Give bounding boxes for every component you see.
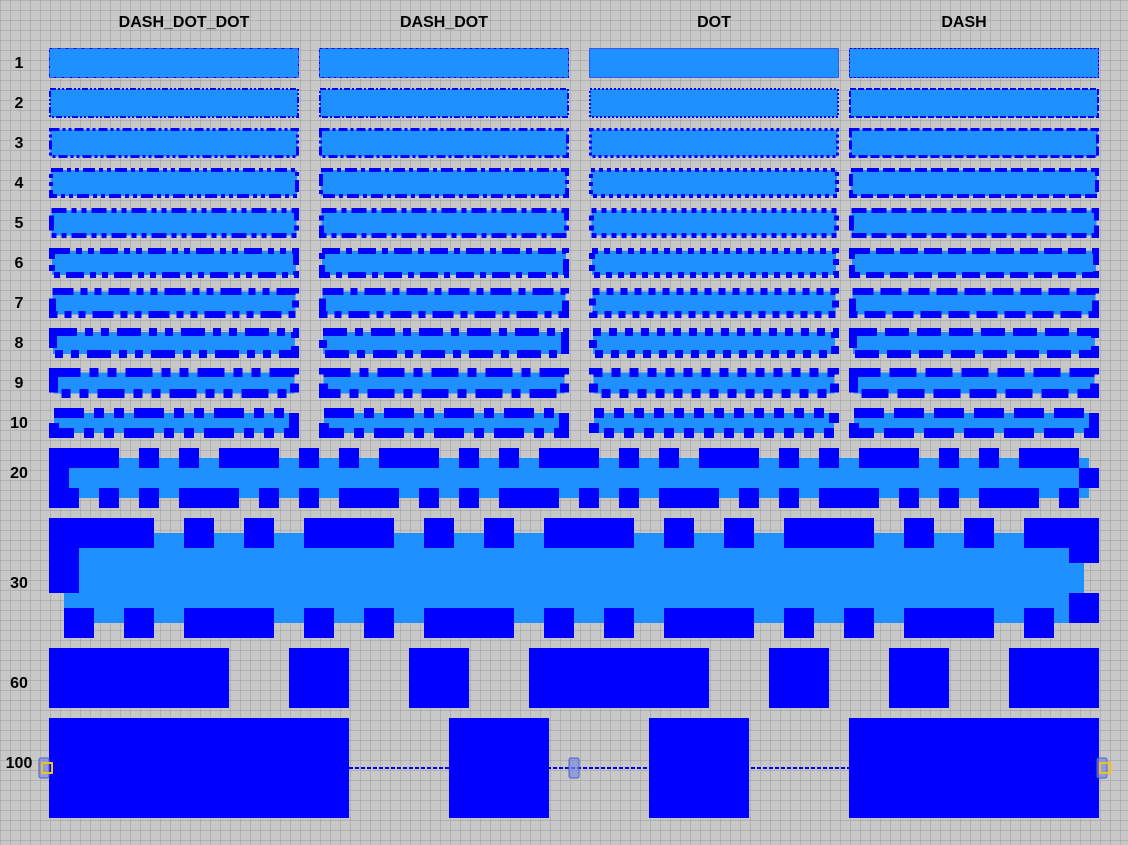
line-sample-dot-w1	[589, 48, 839, 78]
row-label-20: 20	[10, 465, 28, 482]
line-dash-segment-w100	[49, 718, 349, 818]
line-dash-segment-w100	[449, 718, 549, 818]
line-sample-dash-w3	[849, 128, 1099, 158]
row-label-1: 1	[14, 55, 24, 72]
line-sample-dot-w5	[589, 208, 839, 238]
row-label-60: 60	[10, 675, 28, 692]
line-sample-dash-w2	[849, 88, 1099, 118]
col-header-dash-dot-dot: DASH_DOT_DOT	[118, 14, 250, 31]
line-sample-dash-dot-w9	[319, 368, 569, 398]
line-sample-dash-dot-w8	[319, 328, 569, 358]
col-header-dot: DOT	[697, 14, 731, 31]
line-sample-dot-w4	[589, 168, 839, 198]
line-dash-segment-w60	[289, 648, 349, 708]
line-sample-dash-dot-w10	[319, 408, 569, 438]
line-start-handle-marker[interactable]	[41, 762, 53, 774]
line-sample-dash-dot-dot-w10	[49, 408, 299, 438]
line-sample-dash-dot-dot-w1	[49, 48, 299, 78]
line-sample-dash-dot-dot-w6	[49, 248, 299, 278]
line-sample-dot-w7	[589, 288, 839, 318]
line-sample-dash-dot-dot-w7	[49, 288, 299, 318]
line-sample-dash-dot-w1	[319, 48, 569, 78]
row-label-4: 4	[14, 175, 24, 192]
col-header-dash: DASH	[941, 14, 987, 31]
line-dash-segment-w100	[649, 718, 749, 818]
line-sample-band-w20	[49, 448, 1099, 508]
row-label-6: 6	[14, 255, 24, 272]
line-sample-dash-dot-w2	[319, 88, 569, 118]
line-end-handle[interactable]	[1096, 757, 1108, 779]
line-start-handle[interactable]	[38, 757, 50, 779]
line-sample-dash-w8	[849, 328, 1099, 358]
row-label-7: 7	[14, 295, 24, 312]
line-sample-dash-w9	[849, 368, 1099, 398]
line-sample-dot-w8	[589, 328, 839, 358]
line-sample-dash-w10	[849, 408, 1099, 438]
line-sample-dash-dot-dot-w4	[49, 168, 299, 198]
row-label-30: 30	[10, 575, 28, 592]
line-sample-dot-w9	[589, 368, 839, 398]
line-sample-dash-dot-dot-w9	[49, 368, 299, 398]
row-label-10: 10	[10, 415, 28, 432]
line-sample-dot-w6	[589, 248, 839, 278]
line-dash-segment-w60	[409, 648, 469, 708]
line-sample-dash-dot-w6	[319, 248, 569, 278]
line-sample-dot-w10	[589, 408, 839, 438]
line-end-handle-marker[interactable]	[1099, 762, 1111, 774]
row-label-3: 3	[14, 135, 24, 152]
line-midpoint-handle[interactable]	[568, 757, 580, 779]
line-sample-dash-w7	[849, 288, 1099, 318]
row-label-100: 100	[5, 755, 33, 772]
line-dash-segment-w60	[1009, 648, 1099, 708]
line-sample-dash-dot-dot-w5	[49, 208, 299, 238]
line-sample-dash-w5	[849, 208, 1099, 238]
line-sample-dash-dot-w4	[319, 168, 569, 198]
line-dash-segment-w100	[849, 718, 1099, 818]
line-dash-segment-w60	[769, 648, 829, 708]
line-sample-dash-dot-dot-w8	[49, 328, 299, 358]
line-sample-dot-w3	[589, 128, 839, 158]
row-label-2: 2	[14, 95, 24, 112]
line-sample-dash-dot-w3	[319, 128, 569, 158]
line-sample-dash-w6	[849, 248, 1099, 278]
line-sample-dash-dot-dot-w2	[49, 88, 299, 118]
line-dash-segment-w60	[529, 648, 709, 708]
line-sample-dash-dot-w5	[319, 208, 569, 238]
row-label-8: 8	[14, 335, 24, 352]
line-sample-dash-dot-w7	[319, 288, 569, 318]
line-sample-band-w30	[49, 518, 1099, 638]
row-label-9: 9	[14, 375, 24, 392]
col-header-dash-dot: DASH_DOT	[399, 14, 488, 31]
line-dash-segment-w60	[49, 648, 229, 708]
line-sample-dash-dot-dot-w3	[49, 128, 299, 158]
line-sample-dot-w2	[589, 88, 839, 118]
line-dash-segment-w60	[889, 648, 949, 708]
row-label-5: 5	[14, 215, 24, 232]
line-sample-dash-w1	[849, 48, 1099, 78]
line-sample-dash-w4	[849, 168, 1099, 198]
